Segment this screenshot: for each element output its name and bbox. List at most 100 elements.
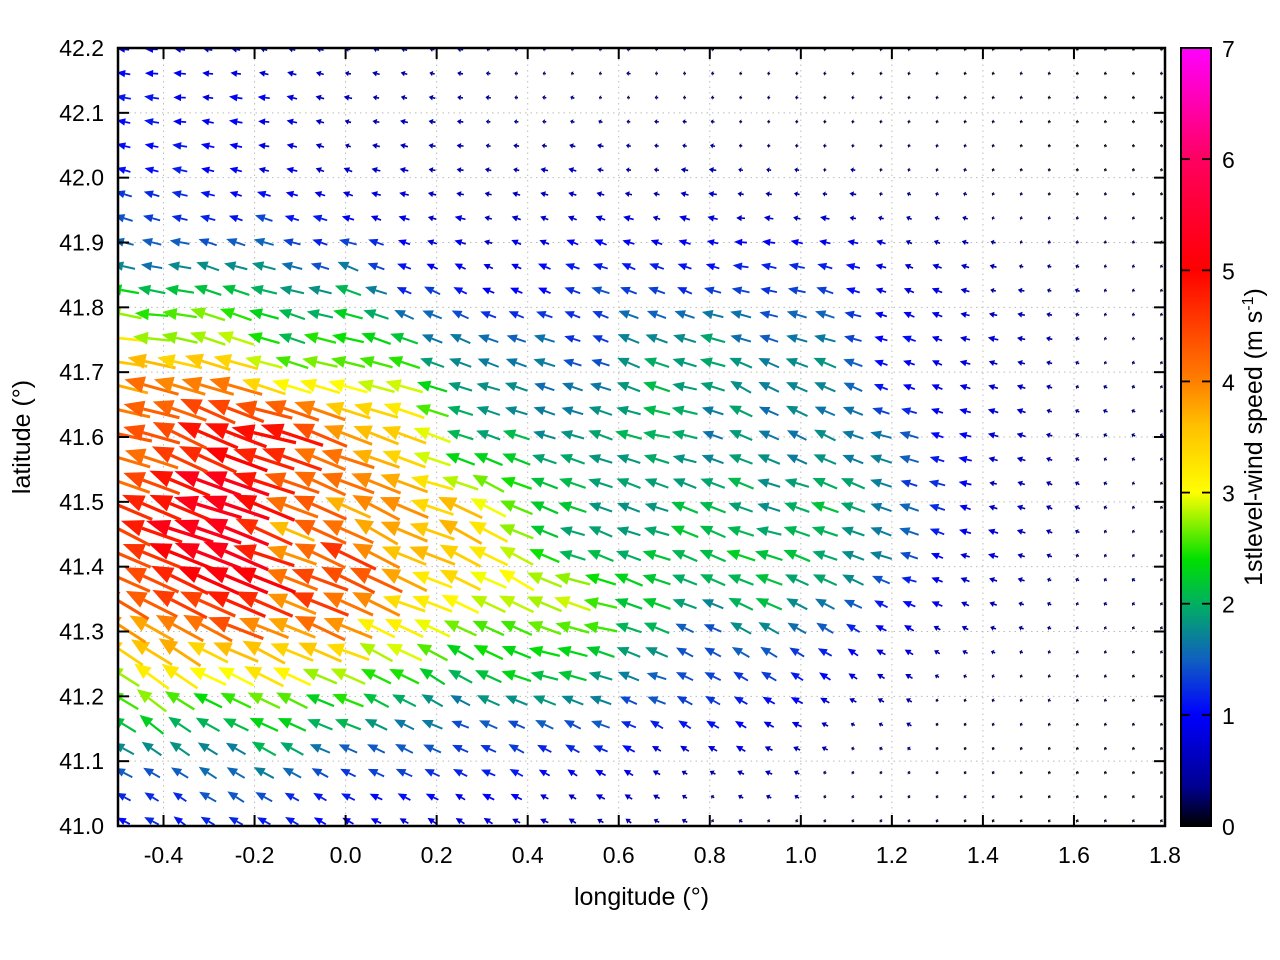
wind-vector-arrow	[1103, 649, 1107, 655]
wind-vector-arrow	[935, 143, 939, 149]
wind-vector-arrow	[1019, 819, 1023, 823]
wind-vector-arrow	[427, 215, 437, 222]
wind-vector-arrow	[787, 286, 806, 295]
wind-vector-arrow	[907, 818, 911, 824]
wind-vector-arrow	[395, 744, 414, 754]
wind-vector-arrow	[1160, 625, 1164, 631]
wind-vector-arrow	[644, 502, 669, 513]
wind-vector-arrow	[513, 143, 520, 149]
wind-vector-arrow	[1018, 601, 1025, 607]
wind-vector-arrow	[381, 568, 428, 593]
wind-vector-arrow	[310, 262, 330, 271]
wind-vector-arrow	[528, 645, 561, 658]
wind-vector-arrow	[325, 401, 371, 420]
wind-vector-arrow	[933, 239, 941, 246]
wind-vector-arrow	[400, 118, 409, 125]
wind-vector-arrow	[615, 550, 642, 562]
wind-vector-arrow	[593, 745, 608, 753]
wind-vector-arrow	[1103, 481, 1108, 486]
wind-vector-arrow	[1160, 698, 1164, 703]
wind-vector-arrow	[349, 567, 403, 594]
wind-vector-arrow	[674, 310, 695, 319]
wind-vector-arrow	[382, 450, 426, 469]
wind-vector-arrow	[1019, 794, 1023, 799]
wind-vector-arrow	[1074, 529, 1080, 535]
wind-vector-arrow	[1160, 794, 1164, 799]
wind-vector-arrow	[229, 142, 243, 150]
wind-vector-arrow	[901, 576, 917, 584]
wind-vector-arrow	[875, 263, 887, 270]
wind-vector-arrow	[195, 717, 221, 733]
wind-vector-arrow	[699, 574, 726, 587]
wind-vector-arrow	[710, 119, 715, 125]
wind-vector-arrow	[123, 400, 180, 420]
wind-vector-arrow	[598, 95, 602, 100]
wind-vector-arrow	[250, 285, 278, 296]
wind-vector-arrow	[701, 454, 724, 465]
wind-vector-arrow	[902, 335, 916, 343]
wind-vector-arrow	[699, 501, 727, 514]
wind-vector-arrow	[873, 383, 889, 391]
wind-vector-arrow	[758, 406, 779, 417]
wind-vector-arrow	[302, 355, 338, 369]
wind-vector-arrow	[765, 794, 772, 800]
wind-vector-arrow	[1016, 528, 1026, 535]
wind-vector-arrow	[874, 359, 888, 367]
wind-vector-arrow	[468, 546, 509, 567]
wind-vector-arrow	[480, 745, 497, 753]
wind-vector-arrow	[617, 334, 640, 344]
wind-vector-arrow	[173, 94, 186, 102]
wind-vector-arrow	[231, 567, 297, 594]
wind-vector-arrow	[1075, 625, 1079, 631]
wind-vector-arrow	[510, 287, 523, 295]
wind-vector-arrow	[987, 432, 999, 439]
wind-vector-arrow	[900, 479, 918, 488]
wind-vector-arrow	[1075, 601, 1079, 607]
wind-vector-arrow	[765, 770, 773, 776]
wind-vector-arrow	[737, 191, 744, 197]
wind-vector-arrow	[767, 143, 771, 149]
wind-vector-arrow	[173, 118, 187, 126]
wind-vector-arrow	[321, 566, 376, 595]
wind-vector-arrow	[564, 335, 581, 343]
wind-vector-arrow	[651, 745, 662, 752]
wind-vector-arrow	[595, 769, 607, 777]
wind-vector-arrow	[583, 597, 618, 610]
wind-vector-arrow	[257, 94, 270, 102]
wind-vector-arrow	[224, 261, 248, 271]
wind-vector-arrow	[671, 429, 698, 440]
wind-vector-arrow	[312, 214, 328, 223]
wind-vector-arrow	[353, 402, 399, 419]
y-tick-label: 41.1	[59, 748, 104, 774]
wind-vector-arrow	[229, 166, 243, 174]
wind-vector-arrow	[139, 714, 165, 735]
wind-vector-arrow	[538, 769, 551, 777]
wind-vector-arrow	[448, 381, 473, 392]
wind-vector-arrow	[762, 238, 776, 246]
wind-vector-arrow	[287, 70, 297, 77]
wind-vector-arrow	[555, 621, 590, 634]
wind-vector-arrow	[379, 497, 429, 520]
wind-vector-arrow	[935, 722, 939, 727]
wind-vector-arrow	[738, 794, 744, 800]
wind-vector-arrow	[325, 497, 372, 519]
wind-vector-arrow	[312, 238, 328, 247]
wind-vector-arrow	[251, 741, 277, 757]
wind-vector-arrow	[118, 768, 133, 779]
wind-vector-arrow	[1131, 264, 1136, 269]
wind-vector-arrow	[526, 596, 563, 613]
wind-vector-arrow	[755, 526, 782, 537]
wind-vector-arrow	[269, 521, 315, 543]
wind-vector-arrow	[1103, 312, 1107, 317]
wind-vector-arrow	[851, 746, 855, 751]
wind-vector-arrow	[738, 818, 743, 824]
wind-vector-arrow	[334, 718, 362, 731]
wind-vector-arrow	[961, 239, 969, 246]
wind-vector-arrow	[340, 793, 356, 801]
wind-vector-arrow	[616, 647, 641, 658]
wind-vector-arrow	[207, 399, 265, 424]
wind-vector-arrow	[787, 622, 807, 635]
wind-vector-arrow	[1019, 698, 1023, 703]
wind-vector-arrow	[537, 263, 551, 271]
wind-vector-arrow	[473, 453, 503, 467]
